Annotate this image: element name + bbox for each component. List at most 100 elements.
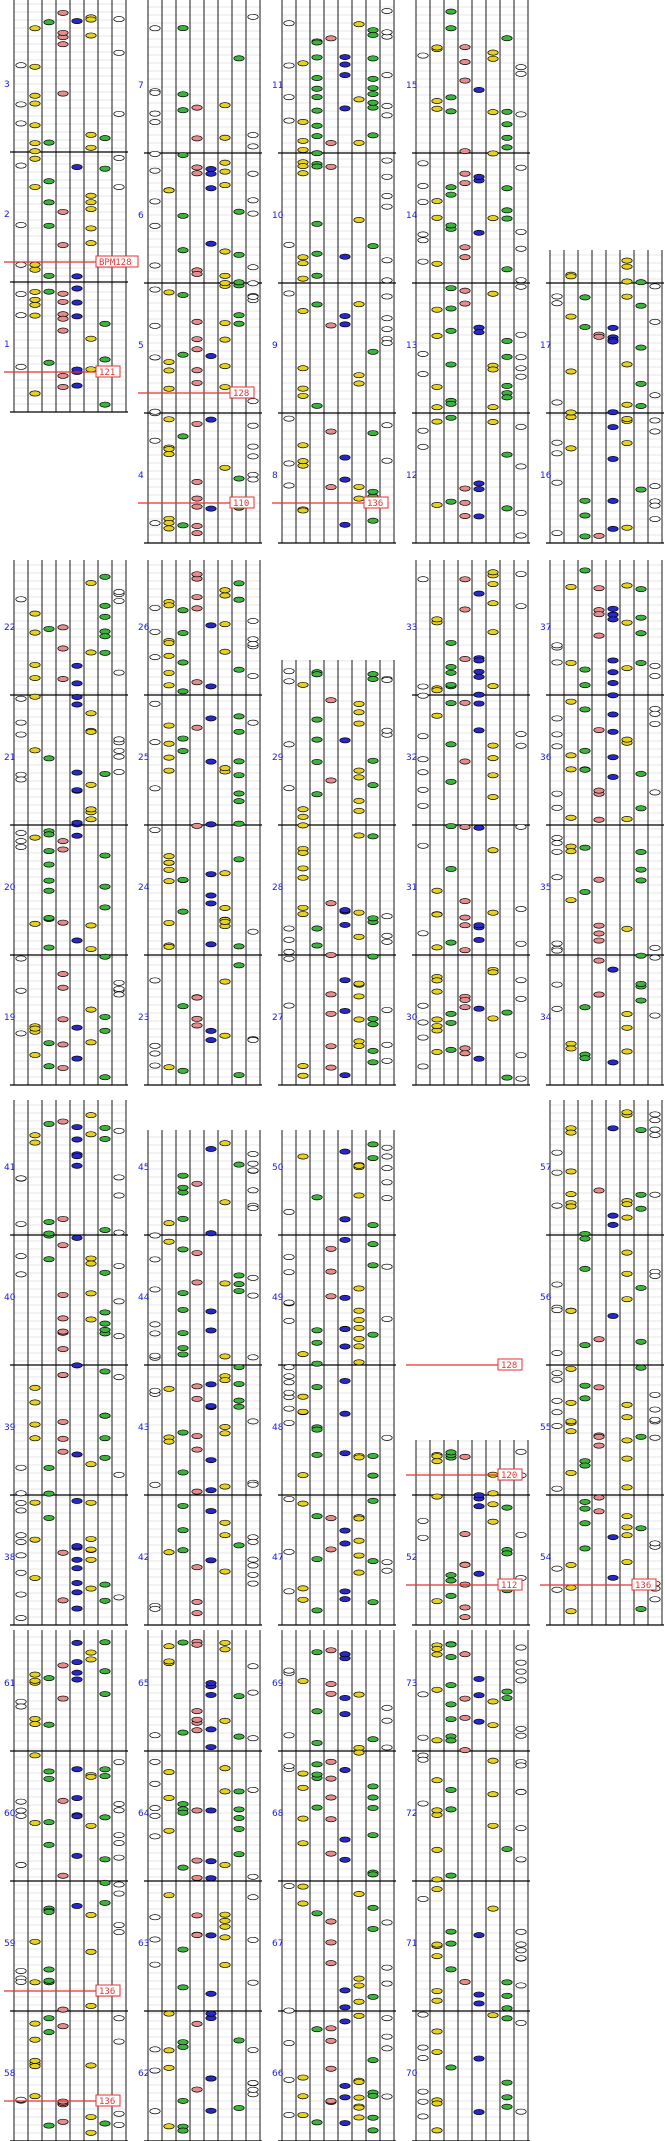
note	[71, 787, 83, 794]
note	[233, 2104, 245, 2111]
note	[219, 1646, 231, 1653]
note	[205, 1308, 217, 1315]
note	[149, 654, 161, 661]
note	[311, 150, 323, 157]
note	[579, 1004, 591, 1011]
note	[353, 1359, 365, 1366]
note	[339, 1377, 351, 1384]
note	[71, 164, 83, 171]
note	[473, 1692, 485, 1699]
note	[71, 1234, 83, 1241]
note	[367, 348, 379, 355]
note	[367, 1155, 379, 1162]
note	[29, 834, 41, 841]
note	[325, 1758, 337, 1765]
note	[233, 55, 245, 62]
note	[43, 1464, 55, 1471]
note	[163, 1769, 175, 1776]
note	[431, 2028, 443, 2035]
note	[177, 607, 189, 614]
note	[445, 305, 457, 312]
note	[325, 900, 337, 907]
note	[297, 254, 309, 261]
note	[283, 1364, 295, 1371]
note	[99, 401, 111, 408]
note	[191, 170, 203, 177]
note	[149, 1780, 161, 1787]
note	[607, 616, 619, 623]
note	[607, 497, 619, 504]
note	[233, 475, 245, 482]
note	[57, 1064, 69, 1071]
note	[163, 2047, 175, 2054]
note	[473, 1503, 485, 1510]
note	[515, 1955, 527, 1962]
note	[325, 1043, 337, 1050]
note	[515, 245, 527, 252]
bpm-box	[497, 1578, 523, 1591]
note	[29, 122, 41, 129]
note	[515, 354, 527, 361]
note	[565, 1191, 577, 1198]
note	[113, 979, 125, 986]
note	[473, 1991, 485, 1998]
note	[621, 440, 633, 447]
note	[635, 344, 647, 351]
note	[649, 710, 661, 717]
note	[113, 589, 125, 595]
note	[501, 1979, 513, 1986]
note	[149, 827, 161, 833]
note	[15, 596, 27, 603]
note	[219, 870, 231, 877]
note	[551, 835, 563, 841]
note	[515, 1668, 527, 1675]
note	[71, 1565, 83, 1572]
note	[501, 2103, 513, 2110]
note	[381, 2045, 393, 2052]
note	[367, 757, 379, 764]
measure-number: 25	[138, 753, 149, 763]
note	[445, 639, 457, 646]
note	[487, 55, 499, 62]
note	[431, 1807, 443, 1814]
note	[233, 1364, 245, 1371]
note	[29, 63, 41, 70]
note	[417, 199, 429, 205]
note	[565, 1399, 577, 1406]
note	[445, 184, 457, 191]
note	[417, 1517, 429, 1524]
note	[473, 2055, 485, 2062]
note	[459, 170, 471, 177]
note	[367, 430, 379, 437]
note	[501, 207, 513, 214]
note	[247, 1786, 259, 1793]
note	[15, 776, 27, 783]
note	[71, 1669, 83, 1676]
note	[473, 229, 485, 236]
note	[163, 2010, 175, 2017]
note	[579, 747, 591, 754]
note	[311, 1384, 323, 1391]
note	[283, 1667, 295, 1674]
note	[191, 379, 203, 386]
note	[177, 1330, 189, 1336]
note	[29, 1025, 41, 1032]
note	[367, 104, 379, 111]
note	[487, 150, 499, 157]
note	[99, 1435, 111, 1442]
note	[381, 193, 393, 199]
note	[297, 874, 309, 881]
note	[205, 416, 217, 423]
note	[515, 2020, 527, 2026]
note	[163, 385, 175, 392]
note	[297, 1072, 309, 1079]
note	[205, 1680, 217, 1687]
measure-number: 2	[4, 210, 10, 220]
note	[445, 1787, 457, 1793]
note	[297, 1351, 309, 1358]
note	[339, 253, 351, 260]
note	[353, 1537, 365, 1544]
note	[219, 1280, 231, 1287]
note	[431, 887, 443, 894]
note	[593, 1384, 605, 1391]
